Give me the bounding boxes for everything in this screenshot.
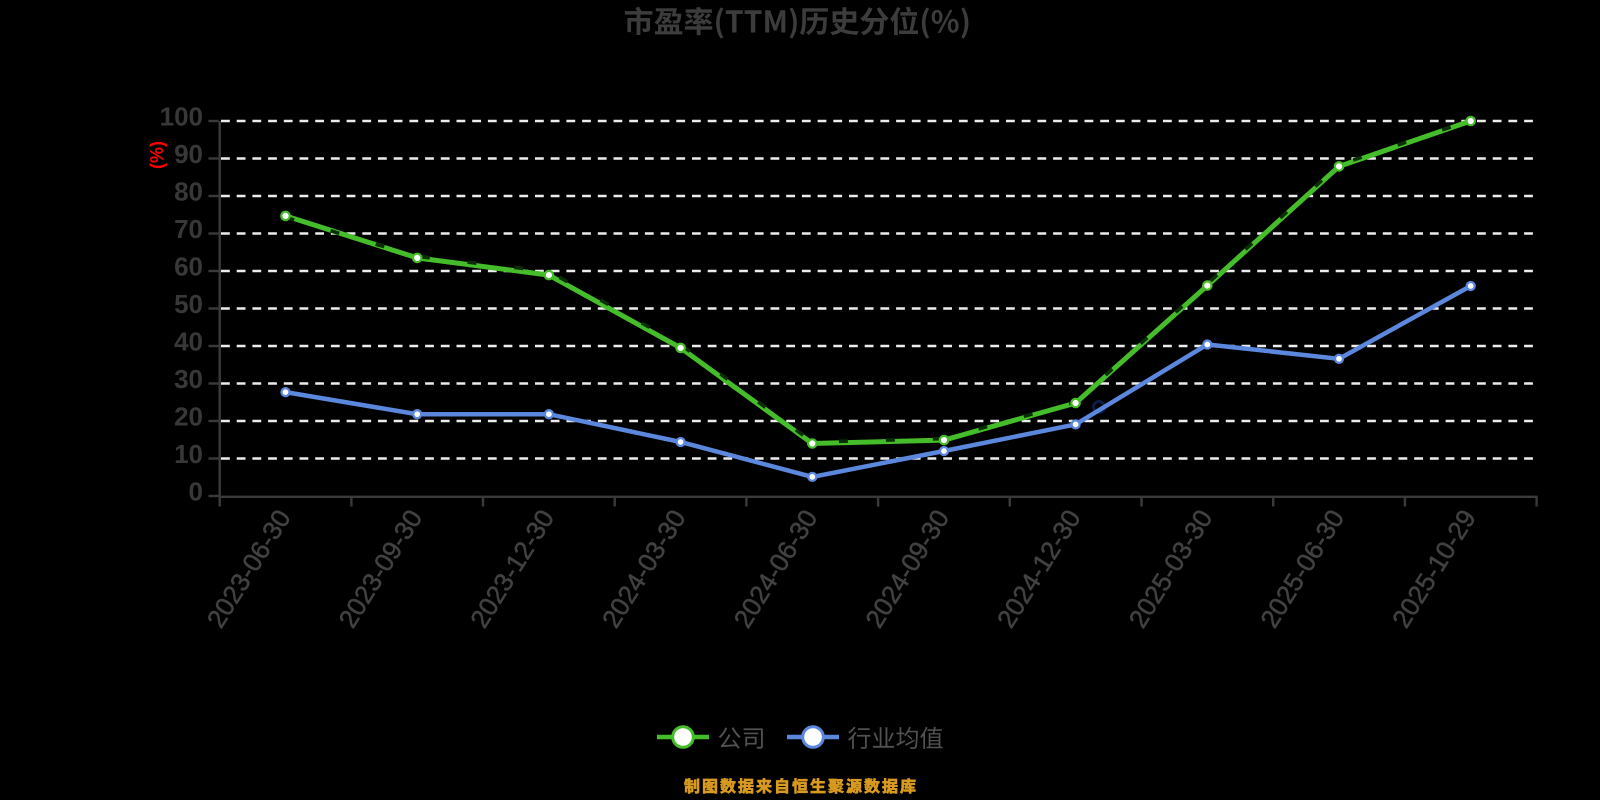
svg-text:100: 100 [160,102,203,132]
svg-text:10: 10 [174,439,203,469]
svg-text:(%): (%) [147,141,167,169]
svg-text:80: 80 [174,177,203,207]
svg-text:50: 50 [174,289,203,319]
svg-text:90: 90 [174,139,203,169]
svg-text:0: 0 [189,477,203,507]
svg-text:20: 20 [174,402,203,432]
svg-text:30: 30 [174,364,203,394]
svg-text:60: 60 [174,252,203,282]
svg-text:70: 70 [174,214,203,244]
svg-text:40: 40 [174,327,203,357]
